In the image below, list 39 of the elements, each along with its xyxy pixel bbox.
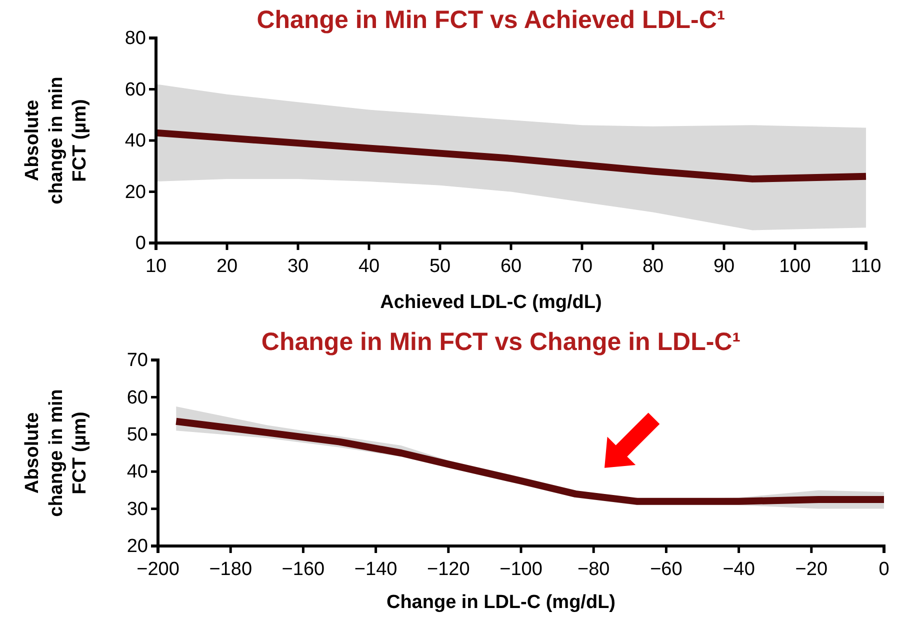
x-tick-label: 30 <box>287 256 309 277</box>
x-tick-label: −20 <box>795 559 828 580</box>
x-tick-label: 90 <box>713 256 735 277</box>
x-tick-label: 80 <box>642 256 664 277</box>
chart-title: Change in Min FCT vs Change in LDL-C¹ <box>261 328 741 356</box>
y-axis-title: Absolute change in min FCT (µm) <box>22 76 90 204</box>
y-tick-label: 60 <box>124 79 146 100</box>
y-tick-label: 40 <box>126 462 148 483</box>
x-tick-label: 100 <box>779 256 811 277</box>
y-axis-title: Absolute change in min FCT (µm) <box>22 389 90 517</box>
x-tick-label: 20 <box>216 256 238 277</box>
x-tick-label: 0 <box>878 559 890 580</box>
x-tick-label: −100 <box>500 559 542 580</box>
x-axis-title: Change in LDL-C (mg/dL) <box>386 592 616 613</box>
x-tick-label: −80 <box>577 559 610 580</box>
y-tick-label: 40 <box>124 130 146 152</box>
x-tick-label: 40 <box>358 256 380 277</box>
x-tick-label: −140 <box>354 559 398 580</box>
x-axis-title: Achieved LDL-C (mg/dL) <box>380 292 602 313</box>
x-tick-label: 60 <box>500 256 522 277</box>
y-tick-label: 20 <box>126 536 148 558</box>
x-tick-label: −120 <box>427 559 470 580</box>
y-tick-label: 0 <box>135 233 146 254</box>
x-tick-label: −160 <box>282 559 325 580</box>
y-tick-label: 70 <box>126 350 148 372</box>
y-tick-label: 80 <box>124 28 146 50</box>
x-tick-label: −40 <box>722 559 755 580</box>
y-tick-label: 30 <box>126 498 148 520</box>
y-tick-label: 20 <box>124 182 146 203</box>
x-tick-label: 50 <box>429 256 451 277</box>
x-tick-label: −60 <box>650 559 682 580</box>
y-tick-label: 50 <box>126 424 148 446</box>
y-tick-label: 60 <box>126 387 148 408</box>
x-tick-label: 10 <box>145 256 167 277</box>
x-tick-label: 110 <box>850 256 882 277</box>
x-tick-label: −200 <box>136 559 180 580</box>
chart-title: Change in Min FCT vs Achieved LDL-C¹ <box>256 6 726 34</box>
x-tick-label: 70 <box>571 256 593 277</box>
x-tick-label: −180 <box>209 559 252 580</box>
